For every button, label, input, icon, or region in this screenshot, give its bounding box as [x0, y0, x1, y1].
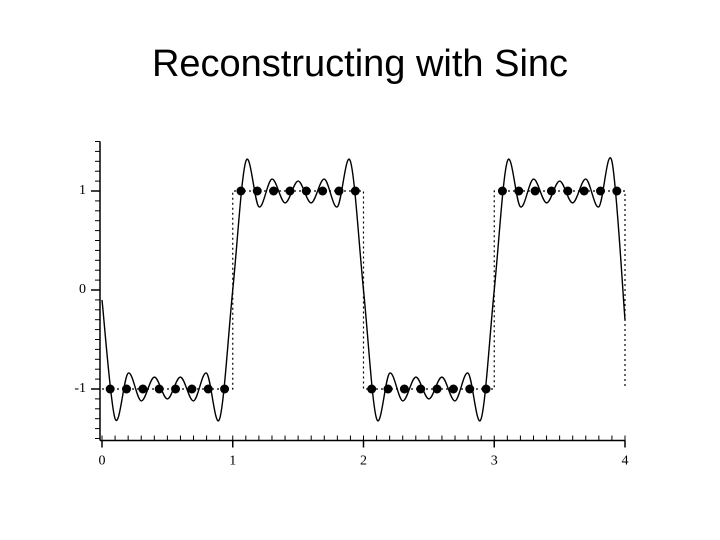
sample-point	[563, 186, 573, 196]
sample-point	[122, 384, 132, 394]
sample-point	[301, 186, 311, 196]
sample-point	[285, 186, 295, 196]
sample-point	[220, 384, 230, 394]
sample-point	[432, 384, 442, 394]
x-tick-label: 1	[229, 454, 236, 469]
sample-point	[187, 384, 197, 394]
sample-point	[595, 186, 605, 196]
x-tick-label: 4	[622, 454, 629, 469]
square-wave	[102, 190, 626, 390]
x-tick-label: 2	[360, 454, 367, 469]
sample-point	[416, 384, 426, 394]
sample-point	[481, 384, 491, 394]
sample-point	[334, 186, 344, 196]
y-tick-label: -1	[74, 381, 86, 396]
sample-point	[105, 384, 115, 394]
sample-point	[612, 186, 622, 196]
sample-point	[252, 186, 262, 196]
sample-point	[399, 384, 409, 394]
sample-point	[171, 384, 181, 394]
sample-point	[318, 186, 328, 196]
sample-point	[138, 384, 148, 394]
sample-point	[350, 186, 360, 196]
sample-point	[465, 384, 475, 394]
sample-point	[448, 384, 458, 394]
sample-point	[530, 186, 540, 196]
sample-point	[154, 384, 164, 394]
sample-point	[514, 186, 524, 196]
sample-point	[546, 186, 556, 196]
sample-point	[367, 384, 377, 394]
sample-point	[203, 384, 213, 394]
sample-point	[579, 186, 589, 196]
sample-point	[269, 186, 279, 196]
reconstruction-curve	[101, 157, 626, 422]
sample-point	[497, 186, 507, 196]
x-tick-label: 0	[99, 454, 106, 469]
y-tick-label: 0	[79, 282, 86, 297]
sample-point	[383, 384, 393, 394]
sample-point	[236, 186, 246, 196]
y-tick-label: 1	[79, 183, 86, 198]
slide-title: Reconstructing with Sinc	[152, 43, 568, 85]
x-tick-label: 3	[491, 454, 498, 469]
